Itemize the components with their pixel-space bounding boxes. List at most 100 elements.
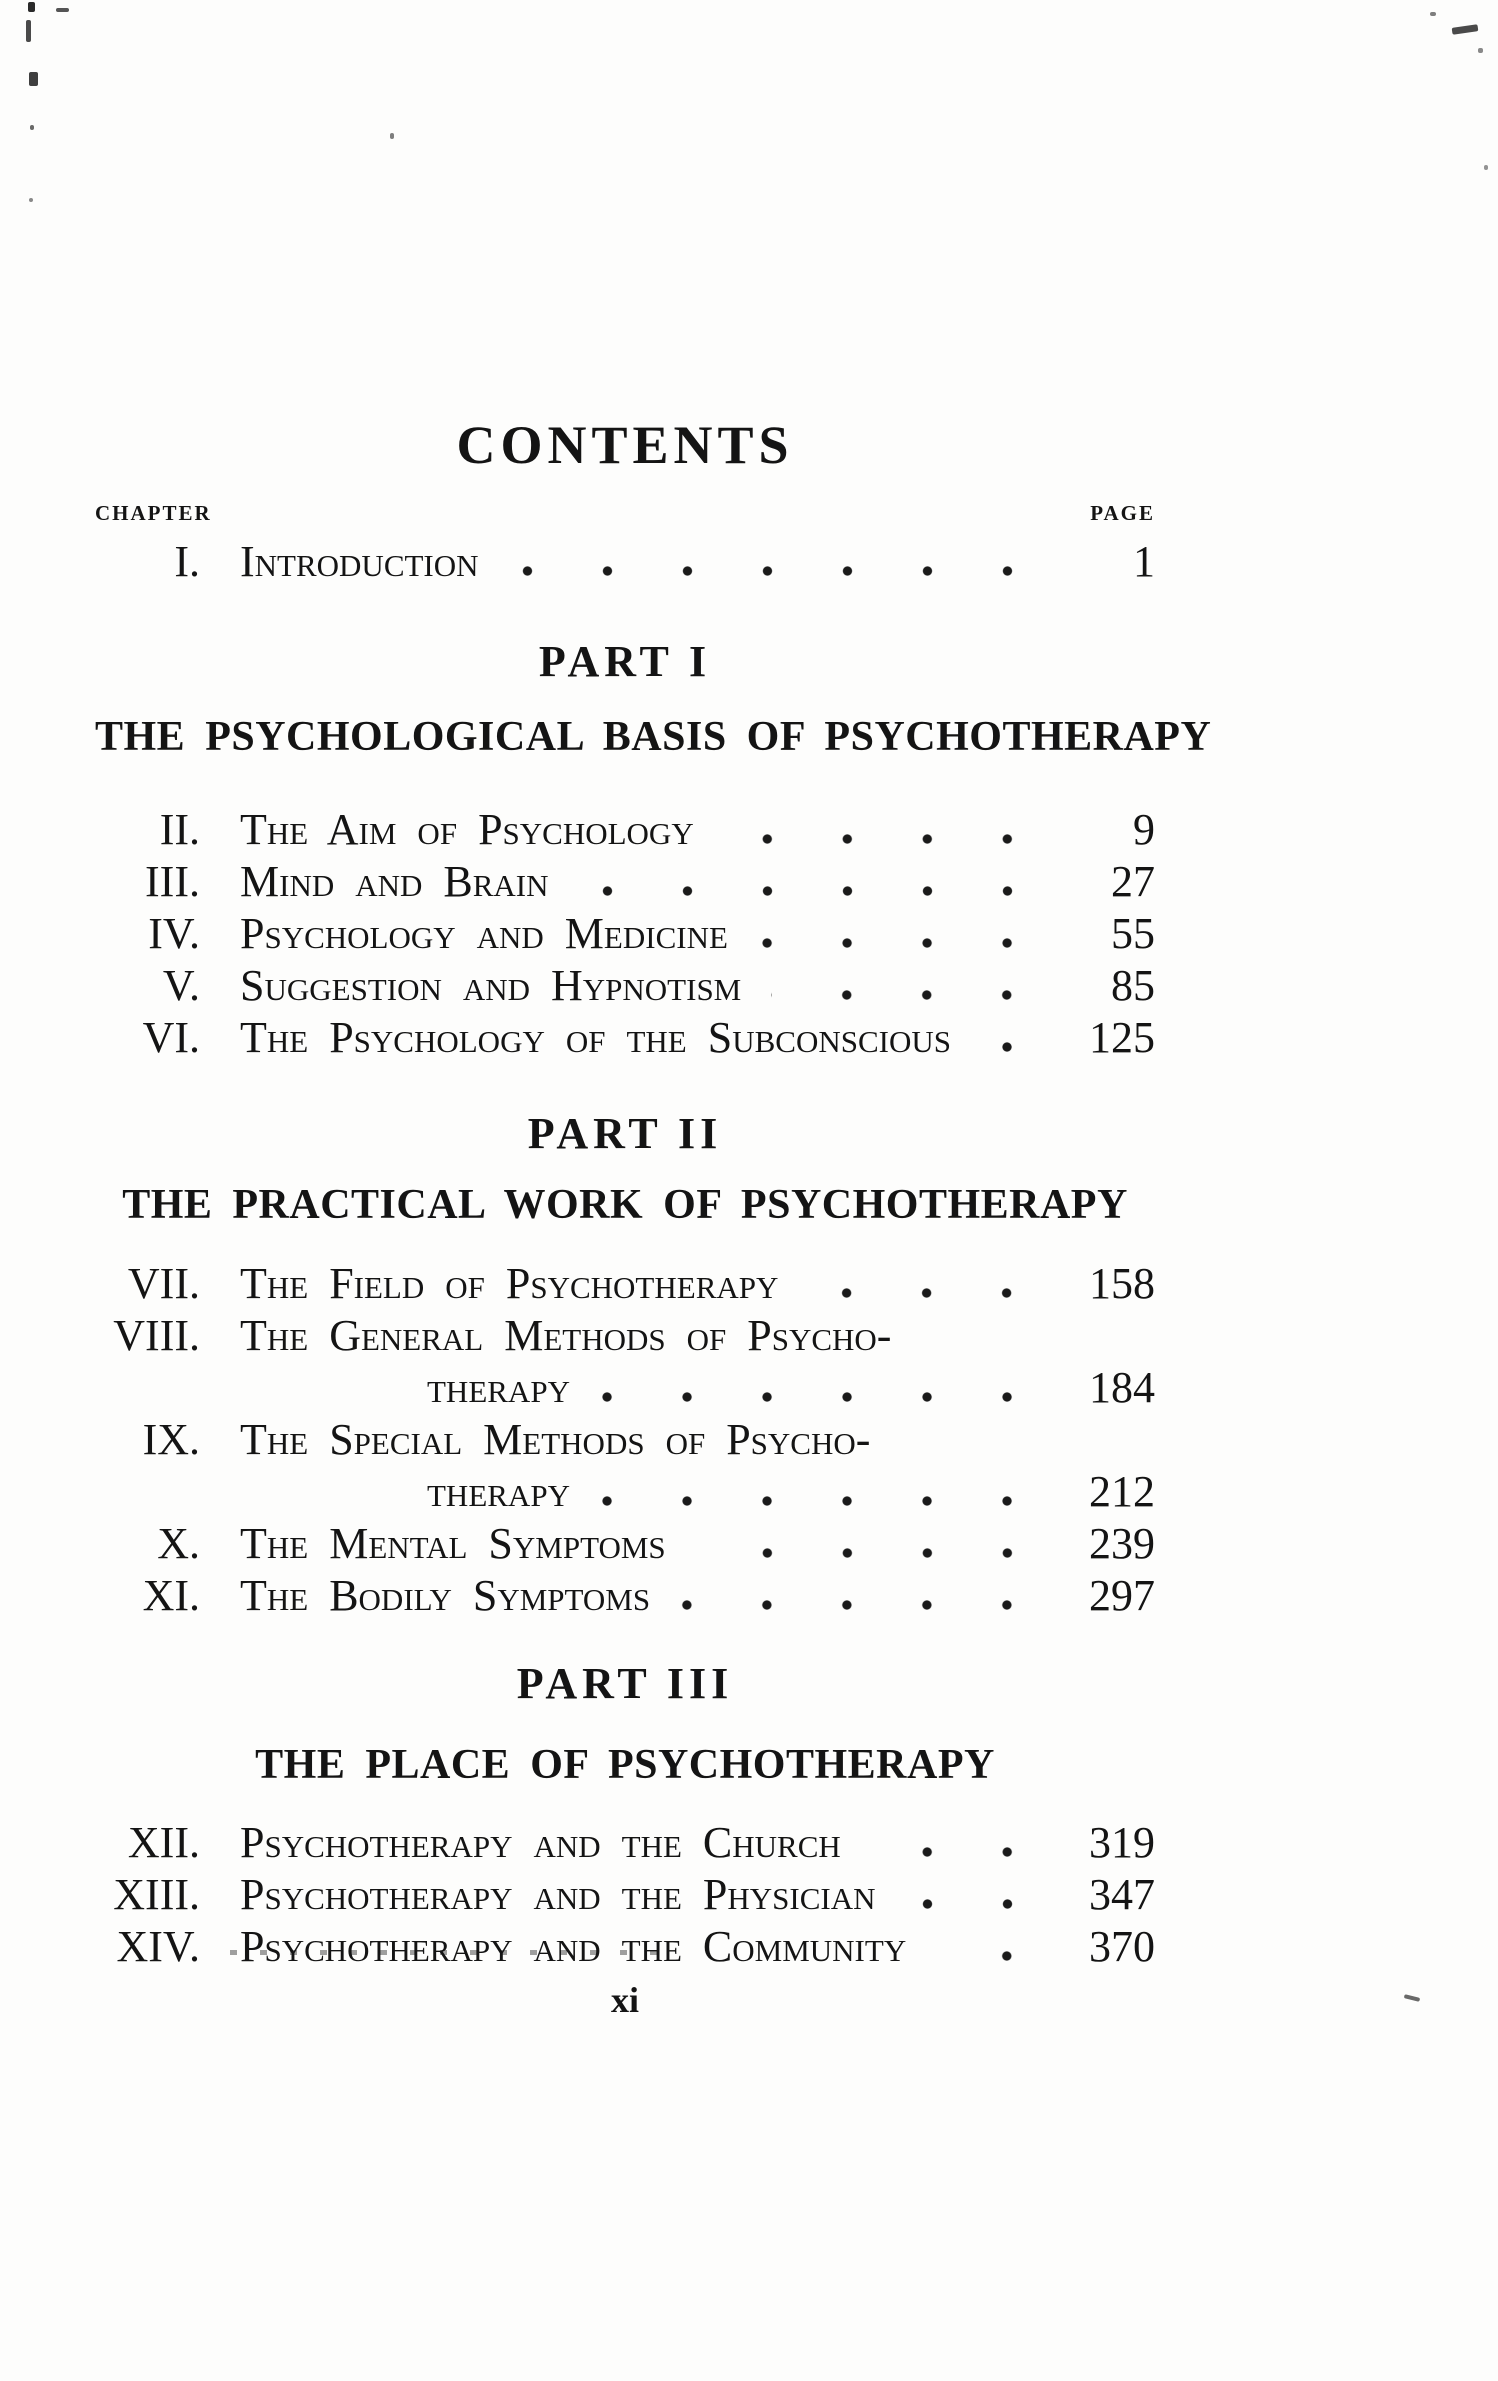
dot-leader — [599, 1496, 1047, 1507]
dot-leader — [808, 1288, 1047, 1299]
chapter-title: The Special Methods of Psycho- — [240, 1415, 871, 1465]
dot-leader — [723, 834, 1047, 845]
chapter-title: The Mental Symptoms — [240, 1519, 666, 1569]
toc-entry: X. The Mental Symptoms 239 — [95, 1518, 1155, 1570]
scan-speckle — [30, 125, 34, 130]
page-number: 55 — [1111, 909, 1155, 959]
dot-leader — [508, 566, 1047, 576]
toc-entry: VIII. The General Methods of Psycho- — [95, 1310, 1155, 1362]
dot-leader — [905, 1898, 1047, 1909]
chapter-numeral: XII. — [127, 1817, 200, 1867]
chapter-numeral: VIII. — [113, 1311, 200, 1361]
chapter-title: The Field of Psychotherapy — [240, 1259, 779, 1309]
page-number: 184 — [1089, 1363, 1155, 1413]
folio-page-number: xi — [610, 1979, 639, 2020]
dot-leader — [578, 886, 1047, 897]
dot-leader — [980, 1042, 1047, 1053]
chapter-title: Psychotherapy and the Physician — [240, 1869, 876, 1919]
chapter-title: The Aim of Psychology — [240, 805, 694, 855]
scan-speckle — [1451, 24, 1479, 35]
page-number: 27 — [1111, 857, 1155, 907]
chapter-numeral: XIII. — [113, 1869, 200, 1919]
scan-speckle — [28, 2, 35, 12]
toc-entry: XIII. Psychotherapy and the Physician 34… — [95, 1869, 1155, 1921]
chapter-title-continuation: therapy — [427, 1467, 570, 1517]
page-number: 297 — [1089, 1571, 1155, 1621]
chapter-numeral: I. — [174, 537, 200, 586]
part1-subtitle: THE PSYCHOLOGICAL BASIS OF PSYCHOTHERAPY — [95, 714, 1212, 760]
toc-entry: V. Suggestion and Hypnotism 85 — [95, 960, 1155, 1012]
chapter-numeral: X. — [157, 1519, 200, 1569]
page-title: CONTENTS — [456, 415, 794, 475]
scan-speckle — [1478, 48, 1483, 53]
toc-entry: XIV. Psychotherapy and the Community 370 — [95, 1921, 1155, 1973]
toc-entry: II. The Aim of Psychology 9 — [95, 804, 1155, 856]
dot-leader — [757, 938, 1047, 949]
dot-leader — [680, 1600, 1047, 1611]
scan-speckle — [1484, 165, 1488, 170]
part2-heading: PART II — [527, 1109, 723, 1159]
toc-entry: III. Mind and Brain 27 — [95, 856, 1155, 908]
text-block: CONTENTS CHAPTER PAGE I. Introduction 1 … — [95, 0, 1212, 2020]
toc-entry: VII. The Field of Psychotherapy 158 — [95, 1258, 1155, 1310]
part1-heading: PART I — [538, 637, 712, 686]
page-number: 239 — [1089, 1519, 1155, 1569]
toc-entry: I. Introduction 1 — [95, 536, 1155, 588]
part2-subtitle: THE PRACTICAL WORK OF PSYCHOTHERAPY — [122, 1182, 1128, 1229]
scan-speckle — [29, 198, 33, 202]
scan-speckle — [26, 20, 31, 42]
dot-leader — [936, 1950, 1047, 1961]
toc-entry: XII. Psychotherapy and the Church 319 — [95, 1817, 1155, 1869]
dot-leader — [870, 1846, 1047, 1857]
toc-entry: IV. Psychology and Medicine 55 — [95, 908, 1155, 960]
part1-entries: II. The Aim of Psychology 9 III. Mind an… — [95, 804, 1155, 1064]
page-number: 1 — [1133, 537, 1155, 586]
chapter-numeral: VI. — [142, 1013, 200, 1063]
chapter-numeral: II. — [159, 805, 200, 855]
chapter-title: Suggestion and Hypnotism — [240, 961, 742, 1011]
chapter-numeral: IV. — [148, 909, 200, 959]
page-number: 319 — [1089, 1817, 1155, 1867]
scan-speckle — [390, 133, 394, 139]
chapter-numeral: XI. — [142, 1571, 200, 1621]
chapter-numeral: IX. — [142, 1415, 200, 1465]
chapter-title: Introduction — [240, 537, 479, 586]
chapter-numeral: VII. — [127, 1259, 200, 1309]
scan-smudge — [230, 1950, 660, 1955]
page-column-label: PAGE — [1090, 501, 1155, 525]
chapter-numeral: III. — [145, 857, 200, 907]
page-number: 212 — [1089, 1467, 1155, 1517]
chapter-numeral: V. — [162, 961, 200, 1011]
scan-speckle — [29, 72, 38, 86]
toc-entry-continuation: therapy 184 — [95, 1362, 1155, 1414]
chapter-title: Psychology and Medicine — [240, 909, 728, 959]
toc-entry-continuation: therapy 212 — [95, 1466, 1155, 1518]
page-number: 125 — [1089, 1013, 1155, 1063]
page-number: 347 — [1089, 1869, 1155, 1919]
chapter-title: The General Methods of Psycho- — [240, 1311, 892, 1361]
page-number: 158 — [1089, 1259, 1155, 1309]
toc-entry: VI. The Psychology of the Subconscious 1… — [95, 1012, 1155, 1064]
chapter-title: Psychotherapy and the Community — [240, 1921, 907, 1971]
part3-heading: PART III — [516, 1659, 734, 1709]
part3-entries: XII. Psychotherapy and the Church 319 XI… — [95, 1817, 1155, 1973]
scan-speckle — [1430, 12, 1436, 16]
page-number: 9 — [1133, 805, 1155, 855]
chapter-title-continuation: therapy — [427, 1363, 570, 1413]
chapter-column-label: CHAPTER — [95, 501, 212, 525]
chapter-title: Psychotherapy and the Church — [240, 1817, 841, 1867]
toc-entry: IX. The Special Methods of Psycho- — [95, 1414, 1155, 1466]
page-number: 370 — [1089, 1921, 1155, 1971]
chapter-title: The Bodily Symptoms — [240, 1571, 651, 1621]
dot-leader — [695, 1548, 1047, 1559]
page-number: 85 — [1111, 961, 1155, 1011]
scan-speckle — [1403, 1994, 1421, 2002]
chapter-title: Mind and Brain — [240, 857, 549, 907]
column-headers: CHAPTER PAGE — [95, 500, 1155, 526]
chapter-numeral: XIV. — [116, 1921, 200, 1971]
part2-entries: VII. The Field of Psychotherapy 158 VIII… — [95, 1258, 1155, 1622]
dot-leader — [599, 1392, 1047, 1403]
chapter-title: The Psychology of the Subconscious — [240, 1013, 951, 1063]
dot-leader — [771, 990, 1047, 1001]
